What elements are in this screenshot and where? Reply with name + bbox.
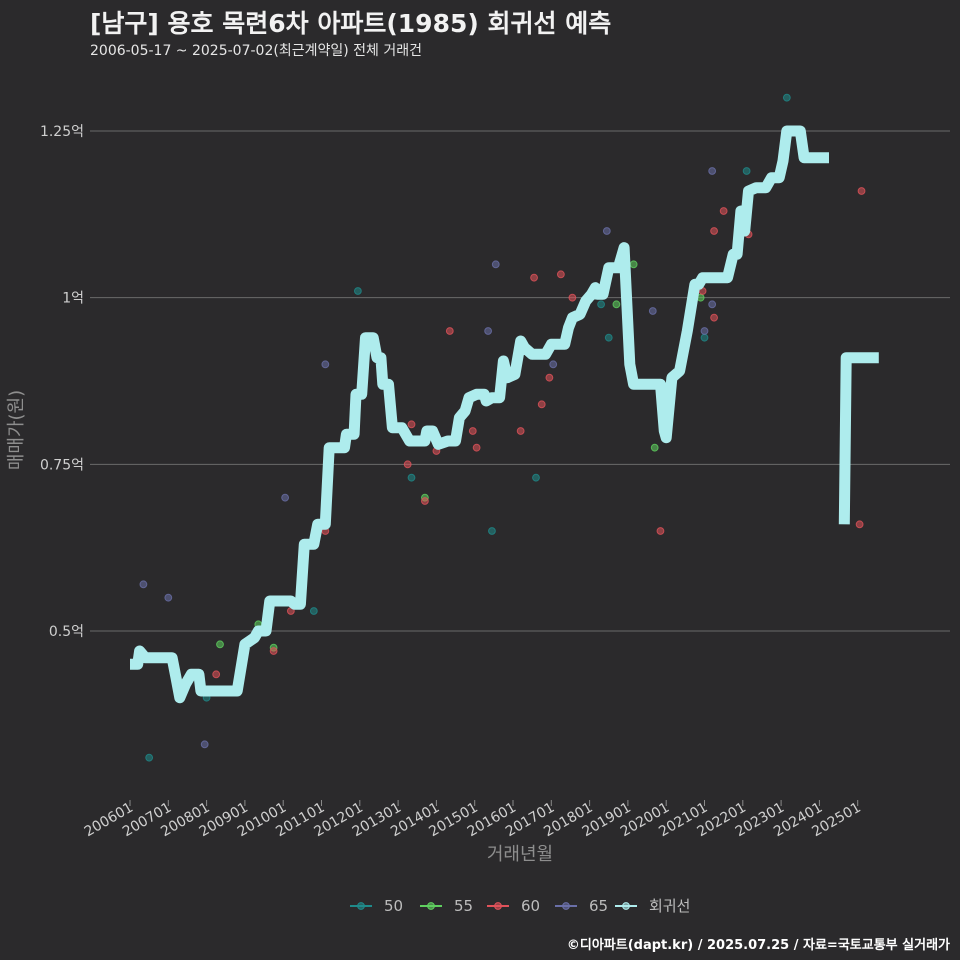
- data-point-65: [321, 360, 330, 369]
- legend-key-dot: [357, 902, 365, 910]
- legend-label: 60: [521, 897, 540, 915]
- y-axis-title: 매매가(원): [6, 390, 27, 470]
- grid-lines: [90, 130, 950, 632]
- y-tick-label: 1억: [62, 291, 84, 307]
- page-subtitle: 2006-05-17 ~ 2025-07-02(최근계약일) 전체 거래건: [90, 43, 422, 59]
- data-point-65: [708, 300, 717, 309]
- data-point-60: [710, 227, 718, 235]
- data-point-65: [164, 593, 173, 602]
- data-point-65: [484, 327, 493, 335]
- data-point-60: [710, 313, 718, 322]
- legend-label: 회귀선: [649, 897, 690, 915]
- data-point-65: [281, 493, 290, 502]
- data-point-60: [472, 443, 481, 452]
- page-title: [남구] 용호 목련6차 아파트(1985) 회귀선 예측: [90, 9, 612, 38]
- regression-lines: [130, 125, 879, 704]
- data-point-60: [537, 400, 546, 409]
- data-point-65: [200, 740, 209, 749]
- data-point-60: [403, 460, 412, 469]
- data-point-60: [568, 293, 577, 302]
- data-point-55: [612, 300, 621, 309]
- source-caption: ©디아파트(dapt.kr) / 2025.07.25 / 자료=국토교통부 실…: [566, 938, 950, 953]
- data-point-50: [407, 473, 416, 482]
- data-point-60: [516, 427, 525, 435]
- legend-key-dot: [427, 902, 435, 910]
- data-point-50: [309, 607, 318, 615]
- y-axis-ticks: 0.5억 0.75억 1억 1.25억: [40, 124, 84, 640]
- y-tick-label: 0.5억: [49, 624, 84, 640]
- data-point-60: [545, 373, 554, 382]
- data-point-65: [549, 360, 558, 369]
- data-point-60: [445, 327, 454, 335]
- y-tick-label: 0.75억: [40, 457, 84, 473]
- data-point-50: [532, 473, 540, 482]
- data-point-50: [782, 93, 791, 102]
- legend-label: 55: [454, 897, 473, 915]
- data-point-50: [597, 300, 605, 309]
- data-point-50: [604, 333, 613, 342]
- prediction-line: [838, 352, 879, 525]
- legend-key-dot: [622, 902, 630, 910]
- data-point-60: [407, 420, 416, 429]
- data-point-60: [468, 427, 477, 435]
- data-point-60: [857, 187, 866, 195]
- data-point-55: [650, 443, 659, 452]
- data-point-60: [530, 273, 538, 282]
- data-point-60: [269, 647, 278, 655]
- legend-key-dot: [494, 902, 502, 910]
- data-point-55: [629, 260, 638, 269]
- legend-label: 50: [384, 897, 403, 915]
- data-point-60: [556, 270, 565, 279]
- data-point-55: [216, 640, 224, 649]
- data-point-65: [708, 167, 717, 175]
- legend-label: 65: [589, 897, 608, 915]
- scatter-points: [139, 93, 866, 762]
- legend-key-dot: [562, 902, 570, 910]
- data-point-65: [139, 580, 148, 589]
- data-point-65: [491, 260, 500, 269]
- y-tick-label: 1.25억: [40, 124, 84, 140]
- data-point-65: [602, 227, 611, 235]
- data-point-60: [656, 527, 665, 535]
- data-point-50: [700, 333, 709, 342]
- data-point-60: [212, 670, 221, 679]
- data-point-60: [421, 497, 429, 505]
- data-point-65: [648, 307, 657, 315]
- data-point-60: [719, 207, 728, 215]
- data-point-60: [855, 520, 864, 529]
- legend: 50 55 60 65 회귀선: [350, 897, 690, 915]
- data-point-50: [742, 167, 751, 175]
- data-point-65: [700, 327, 709, 335]
- data-point-50: [145, 753, 154, 762]
- x-axis-ticks: 2006012007012008012009012010012011012012…: [82, 800, 864, 841]
- data-point-50: [488, 527, 496, 535]
- regression-line: [130, 125, 829, 704]
- x-axis-title: 거래년월: [487, 844, 553, 865]
- data-point-50: [353, 287, 362, 295]
